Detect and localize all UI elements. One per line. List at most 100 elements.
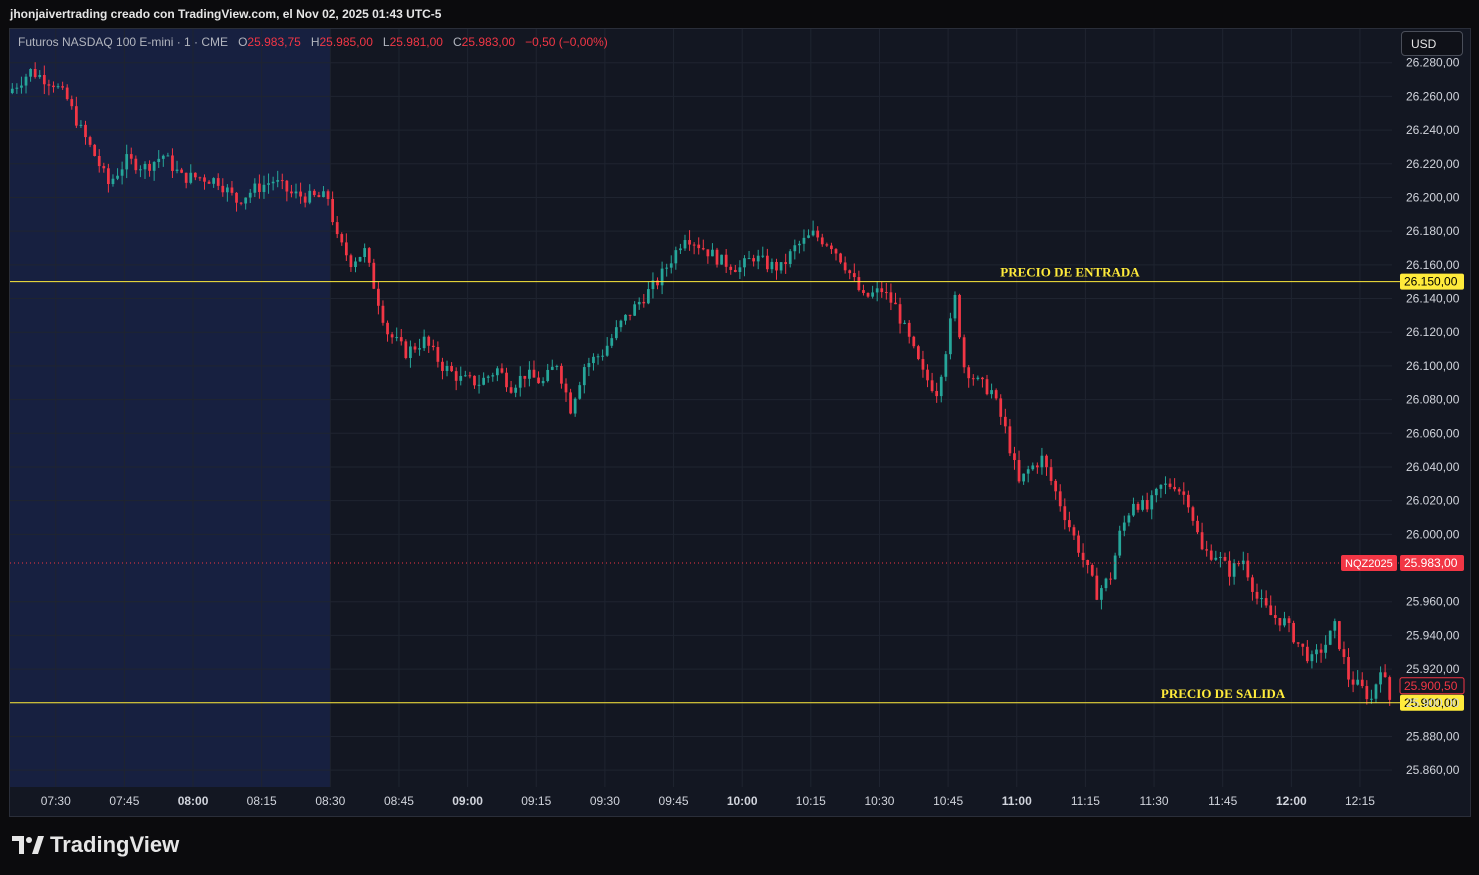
candle-body — [843, 262, 847, 271]
candle-body — [20, 85, 23, 88]
candle-body — [482, 377, 486, 385]
open-label: O — [238, 35, 248, 49]
high-value: 25.985,00 — [319, 35, 373, 49]
candle-body — [930, 380, 934, 391]
price-tick-label: 26.140,00 — [1406, 292, 1460, 306]
candle-body — [441, 361, 444, 371]
candle-body — [175, 169, 179, 171]
price-tick-label: 26.200,00 — [1406, 190, 1460, 204]
change-value: −0,50 (−0,00%) — [525, 35, 608, 49]
candle-body — [733, 269, 737, 272]
time-tick-label: 11:30 — [1139, 794, 1168, 808]
candle-body — [216, 178, 220, 186]
candle-body — [967, 367, 971, 379]
candle-body — [15, 87, 19, 89]
time-tick-label: 08:45 — [384, 794, 414, 808]
candle-body — [651, 280, 655, 290]
candle-body — [637, 301, 641, 305]
candle-body — [42, 75, 46, 85]
candle-body — [1077, 535, 1080, 553]
time-axis: 07:30 07:45 08:00 08:15 08:30 08:45 09:00 09:15… — [41, 794, 1376, 808]
candle-body — [683, 240, 687, 249]
candle-body — [1035, 465, 1039, 468]
candle-body — [679, 248, 682, 251]
price-tick-label: 26.280,00 — [1406, 56, 1460, 70]
candle-body — [903, 322, 907, 324]
candle-body — [290, 191, 293, 194]
candle-body — [395, 337, 399, 339]
candle-body — [953, 294, 957, 319]
candle-body — [84, 124, 87, 138]
time-tick-label: 12:00 — [1276, 794, 1307, 808]
candle-body — [1255, 591, 1259, 599]
candle-body — [88, 137, 92, 145]
candle-body — [317, 195, 321, 198]
candle-body — [1205, 549, 1209, 551]
candle-body — [500, 368, 504, 373]
candle-body — [431, 345, 435, 348]
candle-body — [830, 245, 833, 250]
candle-body — [70, 99, 74, 107]
time-tick-label: 09:45 — [659, 794, 689, 808]
time-tick-label: 10:45 — [933, 794, 963, 808]
candle-body — [1214, 557, 1218, 560]
candle-body — [875, 288, 879, 293]
candle-body — [866, 292, 870, 297]
candle-body — [1100, 588, 1103, 600]
candle-body — [1022, 473, 1025, 482]
candle-body — [523, 375, 527, 379]
candle-body — [372, 262, 376, 289]
chart-area[interactable]: PRECIO DE ENTRADA 26.150,00 PRECIO DE SALI… — [9, 28, 1471, 817]
candle-body — [660, 268, 664, 286]
time-tick-label: 11:45 — [1208, 794, 1237, 808]
price-tick-label: 26.060,00 — [1406, 426, 1460, 440]
candle-body — [779, 262, 783, 271]
tradingview-logo-icon — [12, 836, 44, 854]
level-label: PRECIO DE ENTRADA — [1000, 265, 1140, 280]
candle-body — [752, 258, 755, 262]
candle-body — [1182, 491, 1186, 495]
candle-body — [1278, 617, 1282, 626]
candle-body — [1232, 563, 1236, 577]
candle-body — [134, 158, 138, 171]
candle-body — [880, 288, 884, 293]
time-tick-label: 12:15 — [1345, 794, 1375, 808]
candle-body — [1145, 500, 1149, 510]
candle-body — [999, 398, 1003, 417]
candle-body — [839, 253, 842, 263]
candle-body — [614, 327, 618, 339]
candlestick-chart[interactable]: PRECIO DE ENTRADA 26.150,00 PRECIO DE SALI… — [10, 29, 1470, 816]
tradingview-logo[interactable]: TradingView — [12, 832, 179, 858]
candle-body — [422, 336, 426, 349]
candle-body — [258, 183, 261, 193]
candle-body — [1017, 460, 1021, 482]
candle-body — [669, 263, 673, 268]
candle-body — [912, 336, 916, 347]
candle-body — [1109, 578, 1112, 580]
candle-body — [775, 261, 778, 271]
symbol-badge-label: NQZ2025 — [1345, 558, 1393, 570]
price-tick-label: 26.220,00 — [1406, 157, 1460, 171]
candle-body — [1209, 550, 1213, 560]
candle-body — [294, 191, 298, 194]
candle-body — [1122, 522, 1126, 531]
candle-body — [605, 345, 609, 356]
time-tick-label: 09:15 — [521, 794, 551, 808]
candle-body — [221, 185, 225, 193]
currency-button[interactable]: USD — [1401, 31, 1463, 56]
candle-body — [427, 336, 431, 346]
candle-body — [541, 380, 545, 384]
tradingview-brand-text: TradingView — [50, 832, 180, 857]
candle-body — [916, 346, 920, 360]
candle-body — [1219, 556, 1222, 558]
candle-body — [459, 375, 463, 381]
candle-body — [1118, 530, 1122, 556]
candle-body — [807, 235, 810, 238]
candle-body — [450, 365, 453, 372]
candle-body — [802, 237, 806, 244]
candle-body — [97, 156, 101, 167]
symbol-badge — [1341, 554, 1397, 571]
candle-body — [532, 369, 536, 378]
candle-body — [1324, 644, 1328, 653]
low-label: L — [382, 35, 390, 49]
